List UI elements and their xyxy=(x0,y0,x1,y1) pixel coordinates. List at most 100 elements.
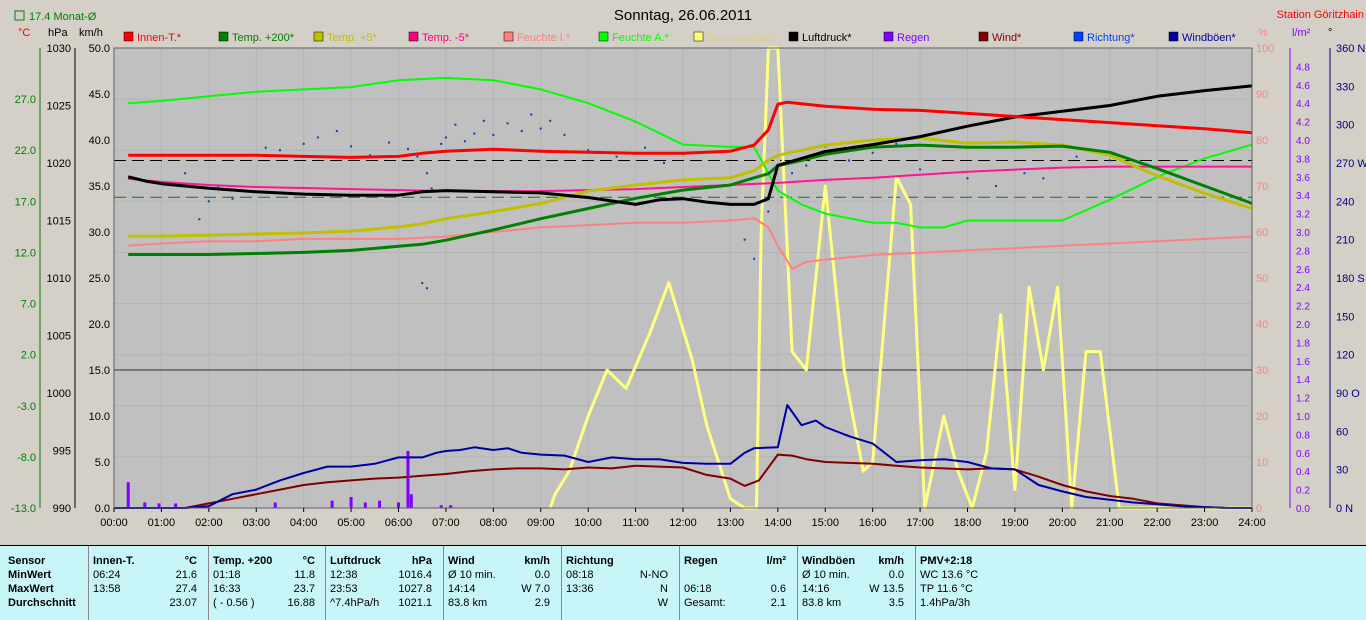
temp-axis-tick: 2.0 xyxy=(21,350,36,362)
humidity-axis-tick: 0 xyxy=(1256,503,1262,515)
direction-axis-tick: 0 N xyxy=(1336,503,1353,515)
pressure-unit: hPa xyxy=(48,27,68,39)
x-tick-label: 18:00 xyxy=(954,517,982,529)
direction-axis-tick: 330 xyxy=(1336,81,1354,93)
rain-axis-tick: 3.0 xyxy=(1296,228,1310,239)
x-tick-label: 24:00 xyxy=(1238,517,1266,529)
statistics-panel: Sensor MinWert MaxWert Durchschnitt Innen-T.… xyxy=(0,545,1366,620)
stats-cell-value: 2.1 xyxy=(770,597,786,609)
legend-label: Regen xyxy=(897,32,929,44)
x-tick-label: 14:00 xyxy=(764,517,792,529)
stats-header-title: Richtung xyxy=(566,555,614,567)
rain-axis-tick: 2.6 xyxy=(1296,265,1310,276)
direction-point xyxy=(406,147,409,150)
stats-cell-value: W xyxy=(657,597,668,609)
stats-cell-value: 21.6 xyxy=(175,569,197,581)
rain-bar xyxy=(449,505,453,508)
direction-point xyxy=(1075,155,1078,158)
stats-cell-value: W 7.0 xyxy=(521,583,550,595)
wind-axis-tick: 35.0 xyxy=(89,181,110,193)
stats-cell-label: ^7.4hPa/h xyxy=(330,597,380,609)
x-tick-label: 10:00 xyxy=(574,517,602,529)
direction-point xyxy=(440,142,443,145)
direction-point xyxy=(549,119,552,122)
stats-cell-label: 12:38 xyxy=(330,569,358,581)
stats-cell-label: Durchschnitt xyxy=(8,597,76,609)
rain-axis-tick: 0.2 xyxy=(1296,486,1310,497)
series-line-feuchte_i xyxy=(128,217,1253,270)
stats-cell-label: Gesamt: xyxy=(684,597,726,609)
direction-unit: ° xyxy=(1328,27,1332,39)
direction-axis-tick: 150 xyxy=(1336,311,1354,323)
direction-point xyxy=(563,133,566,136)
stats-cell-label: 13:36 xyxy=(566,583,594,595)
temp-axis-tick: 12.0 xyxy=(15,247,36,259)
stats-cell-value: 27.4 xyxy=(175,583,197,595)
direction-point xyxy=(198,218,201,221)
direction-axis-tick: 30 xyxy=(1336,465,1348,477)
monthly-avg-marker xyxy=(14,10,25,21)
stats-header-title: Regen xyxy=(684,555,718,567)
wind-axis-tick: 30.0 xyxy=(89,227,110,239)
legend-label: Sonnenschein xyxy=(707,32,777,44)
direction-point xyxy=(302,142,305,145)
legend-swatch xyxy=(1168,31,1179,42)
legend-swatch xyxy=(408,31,419,42)
direction-points xyxy=(184,113,1111,290)
x-tick-label: 12:00 xyxy=(669,517,697,529)
stats-header-title: Wind xyxy=(448,555,475,567)
series-line-temp5 xyxy=(128,136,1253,238)
rain-axis-tick: 0.0 xyxy=(1296,504,1310,515)
legend-label: Feuchte A.* xyxy=(612,32,670,44)
rain-axis-tick: 0.8 xyxy=(1296,430,1310,441)
stats-cell-value: 23.7 xyxy=(293,583,315,595)
x-tick-label: 09:00 xyxy=(527,517,555,529)
direction-point xyxy=(615,155,618,158)
stats-cell-value: 0.6 xyxy=(770,583,786,595)
series-line-temp200 xyxy=(128,143,1253,256)
rain-axis-tick: 3.4 xyxy=(1296,191,1310,202)
stats-separator xyxy=(915,546,916,620)
x-tick-label: 00:00 xyxy=(100,517,128,529)
direction-point xyxy=(847,159,850,162)
rain-bar xyxy=(174,503,178,508)
x-tick-label: 06:00 xyxy=(385,517,413,529)
direction-point xyxy=(644,146,647,149)
wind-axis-tick: 50.0 xyxy=(89,43,110,55)
direction-point xyxy=(335,130,338,133)
rain-axis-tick: 3.8 xyxy=(1296,154,1310,165)
pressure-axis-tick: 990 xyxy=(53,503,71,515)
rain-axis-tick: 4.2 xyxy=(1296,118,1310,129)
direction-point xyxy=(444,136,447,139)
stats-cell-label: MaxWert xyxy=(8,583,54,595)
direction-point xyxy=(207,200,210,203)
stats-cell-label: 13:58 xyxy=(93,583,121,595)
stats-cell-value: 11.8 xyxy=(294,569,315,581)
stats-cell-label: 08:18 xyxy=(566,569,594,581)
rain-axis-tick: 0.6 xyxy=(1296,449,1310,460)
legend-swatch xyxy=(978,31,989,42)
direction-axis-tick: 60 xyxy=(1336,426,1348,438)
direction-axis-tick: 210 xyxy=(1336,235,1354,247)
stats-cell-value: 1027.8 xyxy=(398,583,432,595)
stats-header-unit: °C xyxy=(302,555,315,567)
rain-bar xyxy=(397,502,400,508)
direction-point xyxy=(1023,172,1026,175)
x-tick-label: 23:00 xyxy=(1191,517,1219,529)
wind-axis-tick: 5.0 xyxy=(95,457,110,469)
direction-point xyxy=(966,177,969,180)
stats-cell-value: N xyxy=(660,583,668,595)
x-axis-ticks: 00:00 01:00 02:00 03:00 04:00 05:00 06:00 07:00… xyxy=(100,508,1266,529)
direction-axis-tick: 360 N xyxy=(1336,43,1365,55)
left-axes: 27.0 22.0 17.0 12.0 7.0 2.0 -3.0 -8.0 -13.0 1030 1… xyxy=(11,43,110,515)
direction-point xyxy=(388,141,391,144)
stats-cell-label: 23:53 xyxy=(330,583,358,595)
x-tick-label: 02:00 xyxy=(195,517,223,529)
direction-point xyxy=(791,172,794,175)
humidity-unit: % xyxy=(1258,27,1268,39)
humidity-axis-tick: 20 xyxy=(1256,411,1268,423)
rain-bar xyxy=(349,496,353,508)
rain-unit: l/m² xyxy=(1292,27,1311,39)
series-line-luftdruck xyxy=(127,84,1253,206)
stats-separator xyxy=(679,546,680,620)
